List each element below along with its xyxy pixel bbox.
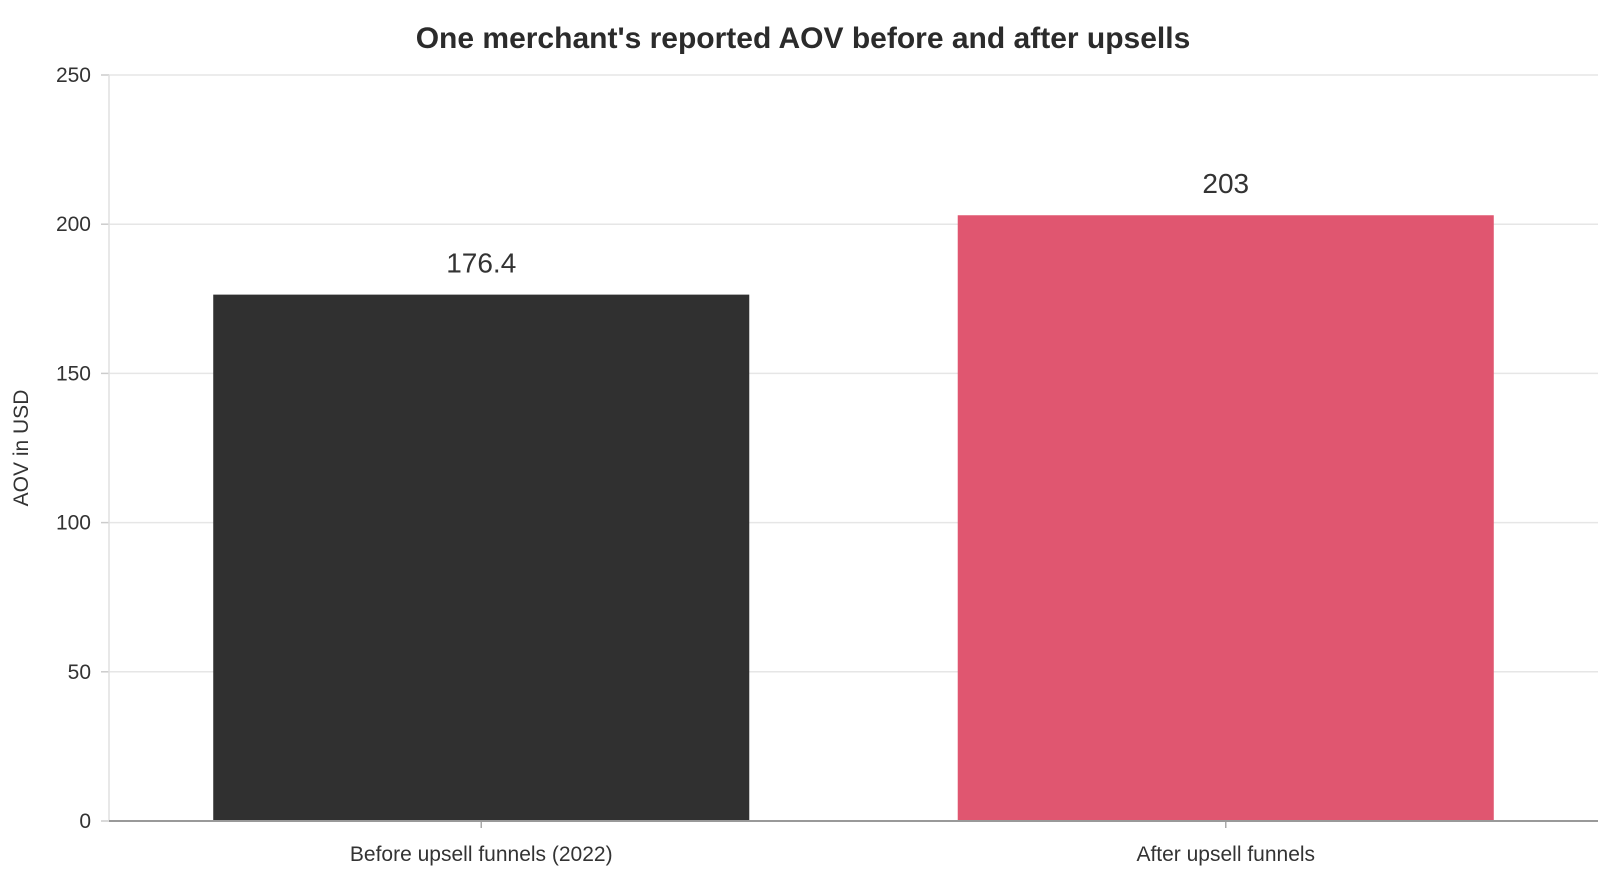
bar: [957, 215, 1494, 822]
y-tick-label: 150: [56, 362, 91, 385]
y-tick-label: 100: [56, 512, 91, 535]
x-tick-label: Before upsell funnels (2022): [350, 843, 613, 866]
bar-value-label: 176.4: [446, 248, 516, 279]
x-tick-label: After upsell funnels: [1136, 843, 1315, 866]
y-tick-label: 0: [79, 810, 91, 833]
bars: [213, 215, 1494, 822]
axes: 0 50 100 150 200 250 Before upsell funnels (20…: [56, 64, 1598, 866]
y-tick-label: 250: [56, 64, 91, 87]
bar: [213, 294, 750, 821]
y-tick-label: 200: [56, 213, 91, 236]
y-tick-label: 50: [68, 661, 91, 684]
chart-title: One merchant's reported AOV before and a…: [416, 22, 1191, 55]
bar-value-label: 203: [1202, 168, 1249, 199]
data-labels: 176.4 203: [446, 168, 1249, 278]
y-axis-label: AOV in USD: [10, 390, 33, 507]
